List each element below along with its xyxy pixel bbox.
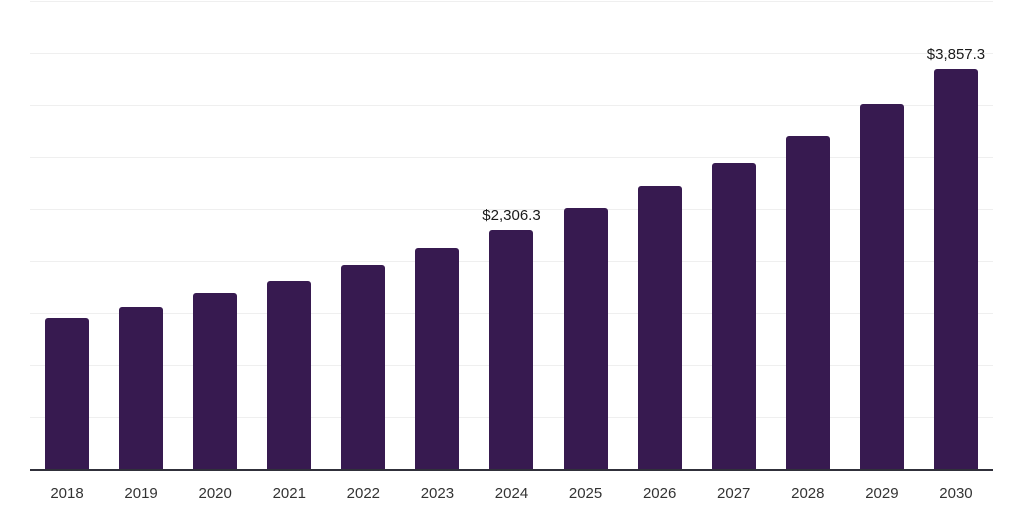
- gridline: [30, 53, 993, 54]
- bar-2020: [193, 293, 238, 470]
- x-tick-label-2021: 2021: [272, 485, 306, 502]
- bar-2026: [637, 186, 682, 470]
- bar-2023: [415, 248, 460, 470]
- bar-slot-2024: $2,306.3: [474, 2, 548, 470]
- bar-slot-2023: [400, 2, 474, 470]
- bar-2030: [933, 68, 978, 470]
- x-tick-label-2024: 2024: [494, 485, 529, 502]
- x-tick-label-2029: 2029: [865, 485, 899, 502]
- bar-slot-2018: [30, 2, 104, 470]
- x-tick-label-2025: 2025: [568, 485, 603, 502]
- bar-slot-2022: [326, 2, 400, 470]
- x-axis-line: [30, 469, 993, 471]
- data-label-2030: $3,857.3: [926, 45, 986, 63]
- bar-2025: [563, 207, 608, 470]
- bar-2021: [267, 280, 312, 470]
- x-tick-label-2023: 2023: [420, 485, 455, 502]
- bar-slot-2025: [549, 2, 623, 470]
- x-tick-label-2030: 2030: [939, 485, 973, 502]
- bar-slot-2030: $3,857.3: [919, 2, 993, 470]
- x-tick-label-2026: 2026: [642, 485, 677, 502]
- x-tick-label-2027: 2027: [717, 485, 751, 502]
- bar-2028: [785, 136, 830, 470]
- x-tick-label-2019: 2019: [124, 485, 158, 502]
- gridline: [30, 209, 993, 210]
- bar-slot-2019: [104, 2, 178, 470]
- bar-slot-2020: [178, 2, 252, 470]
- gridline: [30, 1, 993, 2]
- bar-2024: [489, 230, 534, 470]
- gridline: [30, 157, 993, 158]
- plot-area: $2,306.3 $3,857.3: [30, 1, 993, 470]
- bar-slot-2021: [252, 2, 326, 470]
- data-label-2024: $2,306.3: [482, 207, 541, 225]
- x-tick-label-2028: 2028: [791, 485, 825, 502]
- bar-slot-2028: [771, 2, 845, 470]
- x-tick-label-2018: 2018: [50, 485, 84, 502]
- bar-2019: [119, 306, 164, 470]
- bar-2022: [341, 264, 386, 470]
- bar-slot-2027: [697, 2, 771, 470]
- bar-slot-2026: [623, 2, 697, 470]
- bar-2027: [711, 163, 756, 470]
- bar-2018: [45, 318, 90, 470]
- bar-2029: [859, 103, 904, 470]
- bar-slot-2029: [845, 2, 919, 470]
- x-tick-label-2022: 2022: [346, 485, 381, 502]
- x-tick-label-2020: 2020: [198, 485, 232, 502]
- x-axis-labels: 2018 2019 2020 2021 2022 2023 2024 2025 2026 2027…: [30, 484, 993, 504]
- gridline: [30, 105, 993, 106]
